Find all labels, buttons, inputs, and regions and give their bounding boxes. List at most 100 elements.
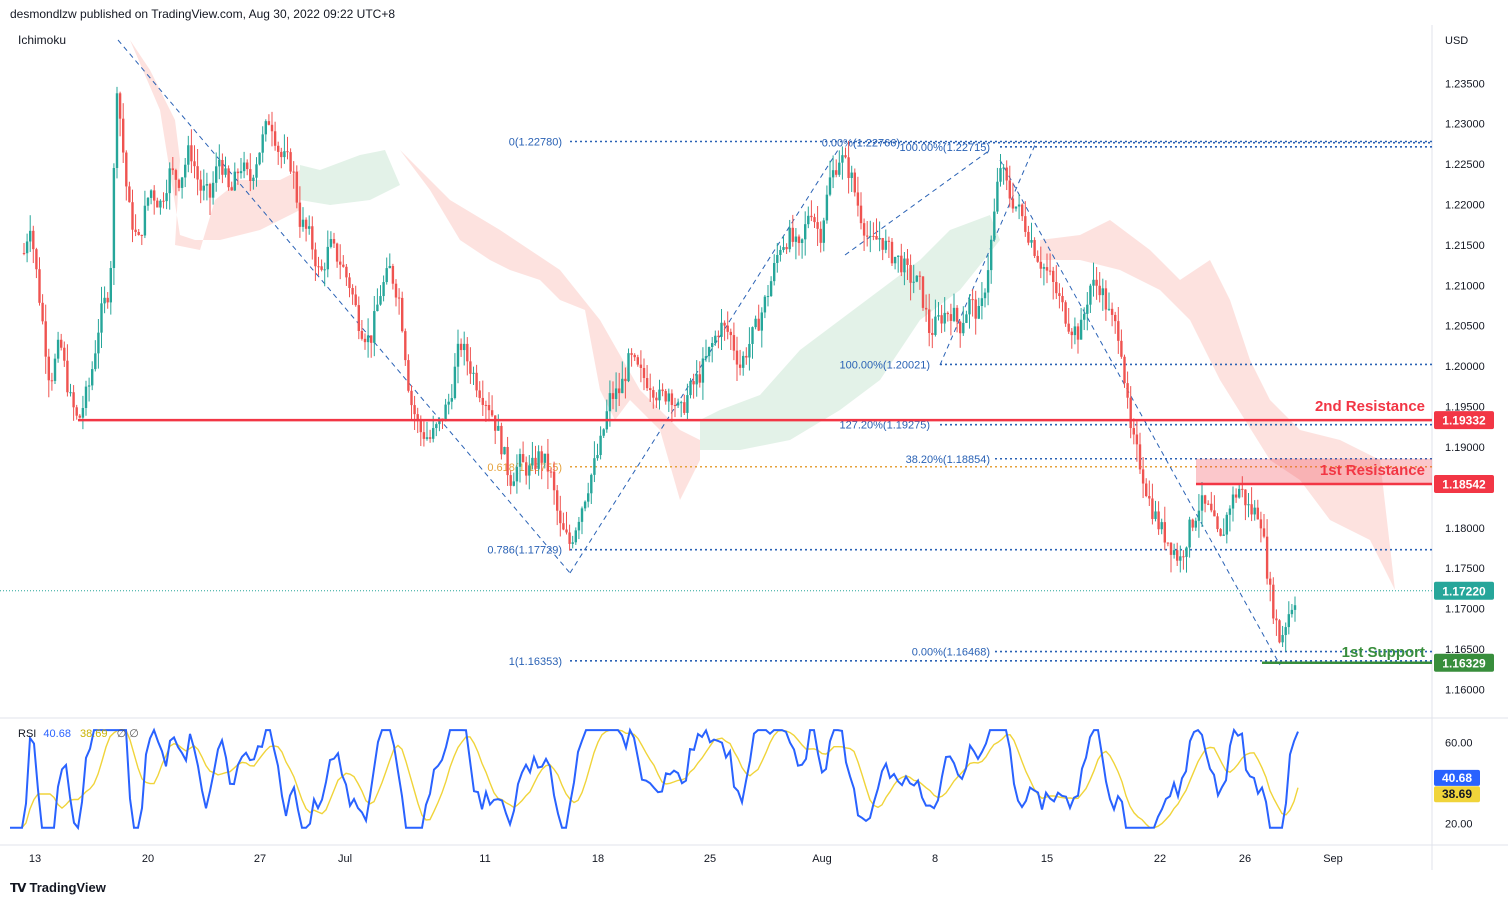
candle bbox=[450, 398, 453, 402]
ichimoku-cloud bbox=[130, 40, 300, 250]
fib-trend-line bbox=[939, 144, 1036, 366]
candle bbox=[128, 186, 131, 203]
resistance-1-text: 1st Resistance bbox=[1320, 462, 1425, 479]
candle bbox=[1021, 204, 1024, 217]
candle bbox=[689, 381, 692, 396]
candle bbox=[1055, 281, 1058, 294]
candle bbox=[1076, 326, 1080, 340]
candle bbox=[990, 239, 993, 271]
rsi-tick-label: 60.00 bbox=[1445, 737, 1473, 749]
candle bbox=[1058, 293, 1061, 296]
candle bbox=[509, 475, 512, 486]
candle bbox=[878, 237, 881, 240]
candle bbox=[156, 200, 159, 208]
candle bbox=[149, 190, 153, 198]
candle bbox=[1067, 323, 1070, 332]
candle bbox=[218, 160, 221, 167]
candle bbox=[1033, 240, 1036, 256]
candle bbox=[711, 343, 714, 348]
candle bbox=[211, 182, 215, 198]
candle bbox=[298, 202, 302, 227]
candle bbox=[1089, 285, 1092, 305]
candle bbox=[453, 366, 457, 399]
candle bbox=[856, 192, 860, 206]
fib-level-label: 0.00%(1.22766) bbox=[822, 138, 900, 150]
indicator-label[interactable]: Ichimoku bbox=[18, 33, 67, 47]
fib-level-label: 0(1.22780) bbox=[509, 137, 562, 149]
rsi-tick-label: 20.00 bbox=[1445, 819, 1473, 831]
candle bbox=[642, 367, 646, 379]
candle bbox=[1188, 519, 1191, 548]
x-tick-label: 18 bbox=[592, 853, 604, 865]
candle bbox=[53, 358, 57, 381]
candle bbox=[56, 339, 60, 359]
rsi-value: 40.68 bbox=[43, 728, 71, 740]
candle bbox=[292, 171, 295, 173]
candle bbox=[1052, 270, 1055, 282]
candle bbox=[503, 446, 506, 455]
candle bbox=[153, 190, 156, 201]
candle bbox=[844, 155, 847, 158]
candle bbox=[999, 168, 1002, 182]
candle bbox=[283, 151, 286, 158]
candle bbox=[162, 200, 165, 202]
candle bbox=[952, 307, 956, 321]
candle bbox=[676, 402, 680, 406]
candle bbox=[1216, 516, 1219, 530]
candle bbox=[884, 240, 887, 250]
candle bbox=[599, 435, 602, 456]
candle bbox=[1207, 503, 1210, 505]
candle bbox=[497, 425, 500, 431]
candle bbox=[1017, 204, 1021, 207]
candle bbox=[323, 269, 326, 271]
candle bbox=[1160, 522, 1163, 530]
candle bbox=[1079, 319, 1083, 340]
candle bbox=[1290, 609, 1294, 615]
candle bbox=[986, 270, 990, 293]
rsi-legend[interactable]: RSI 40.68 38.69 ∅ ∅ bbox=[18, 727, 139, 740]
candle bbox=[735, 350, 739, 365]
candle bbox=[853, 172, 856, 193]
candle bbox=[456, 343, 460, 367]
candle bbox=[683, 402, 686, 413]
fib-level-label: 100.00%(1.20021) bbox=[839, 359, 930, 371]
candle bbox=[487, 405, 491, 411]
candle bbox=[236, 171, 240, 174]
candle bbox=[180, 177, 184, 188]
candle bbox=[267, 121, 271, 125]
candle bbox=[125, 152, 128, 187]
candle bbox=[1030, 240, 1033, 243]
resistance-1-value: 1.18542 bbox=[1442, 477, 1486, 491]
candle bbox=[1151, 498, 1154, 519]
publish-info: desmondlzw published on TradingView.com,… bbox=[10, 7, 396, 21]
candle bbox=[1120, 340, 1123, 357]
candle bbox=[348, 277, 351, 288]
candle bbox=[931, 332, 934, 335]
tradingview-brand[interactable]: 𝗧𝗩 TradingView bbox=[10, 880, 106, 895]
candle bbox=[1073, 326, 1077, 336]
candle bbox=[1185, 547, 1188, 557]
candle bbox=[1200, 495, 1204, 511]
candle bbox=[723, 322, 726, 326]
candle bbox=[273, 131, 277, 146]
candle bbox=[900, 255, 903, 273]
candle bbox=[893, 256, 897, 264]
candle bbox=[695, 374, 698, 385]
candle bbox=[816, 222, 819, 229]
candle bbox=[1210, 503, 1213, 511]
candle bbox=[1259, 519, 1263, 529]
y-tick-label: 1.16000 bbox=[1445, 684, 1485, 696]
candle bbox=[87, 385, 91, 387]
candle bbox=[69, 392, 72, 394]
y-tick-label: 1.17500 bbox=[1445, 563, 1485, 575]
candle bbox=[698, 374, 701, 383]
candle bbox=[571, 542, 574, 544]
candle bbox=[81, 407, 85, 418]
rsi-ma-badge bbox=[1434, 786, 1480, 803]
candle bbox=[227, 168, 230, 188]
x-tick-label: Jul bbox=[338, 853, 352, 865]
candle bbox=[1256, 507, 1259, 520]
candle bbox=[804, 224, 807, 240]
candle bbox=[707, 347, 711, 357]
